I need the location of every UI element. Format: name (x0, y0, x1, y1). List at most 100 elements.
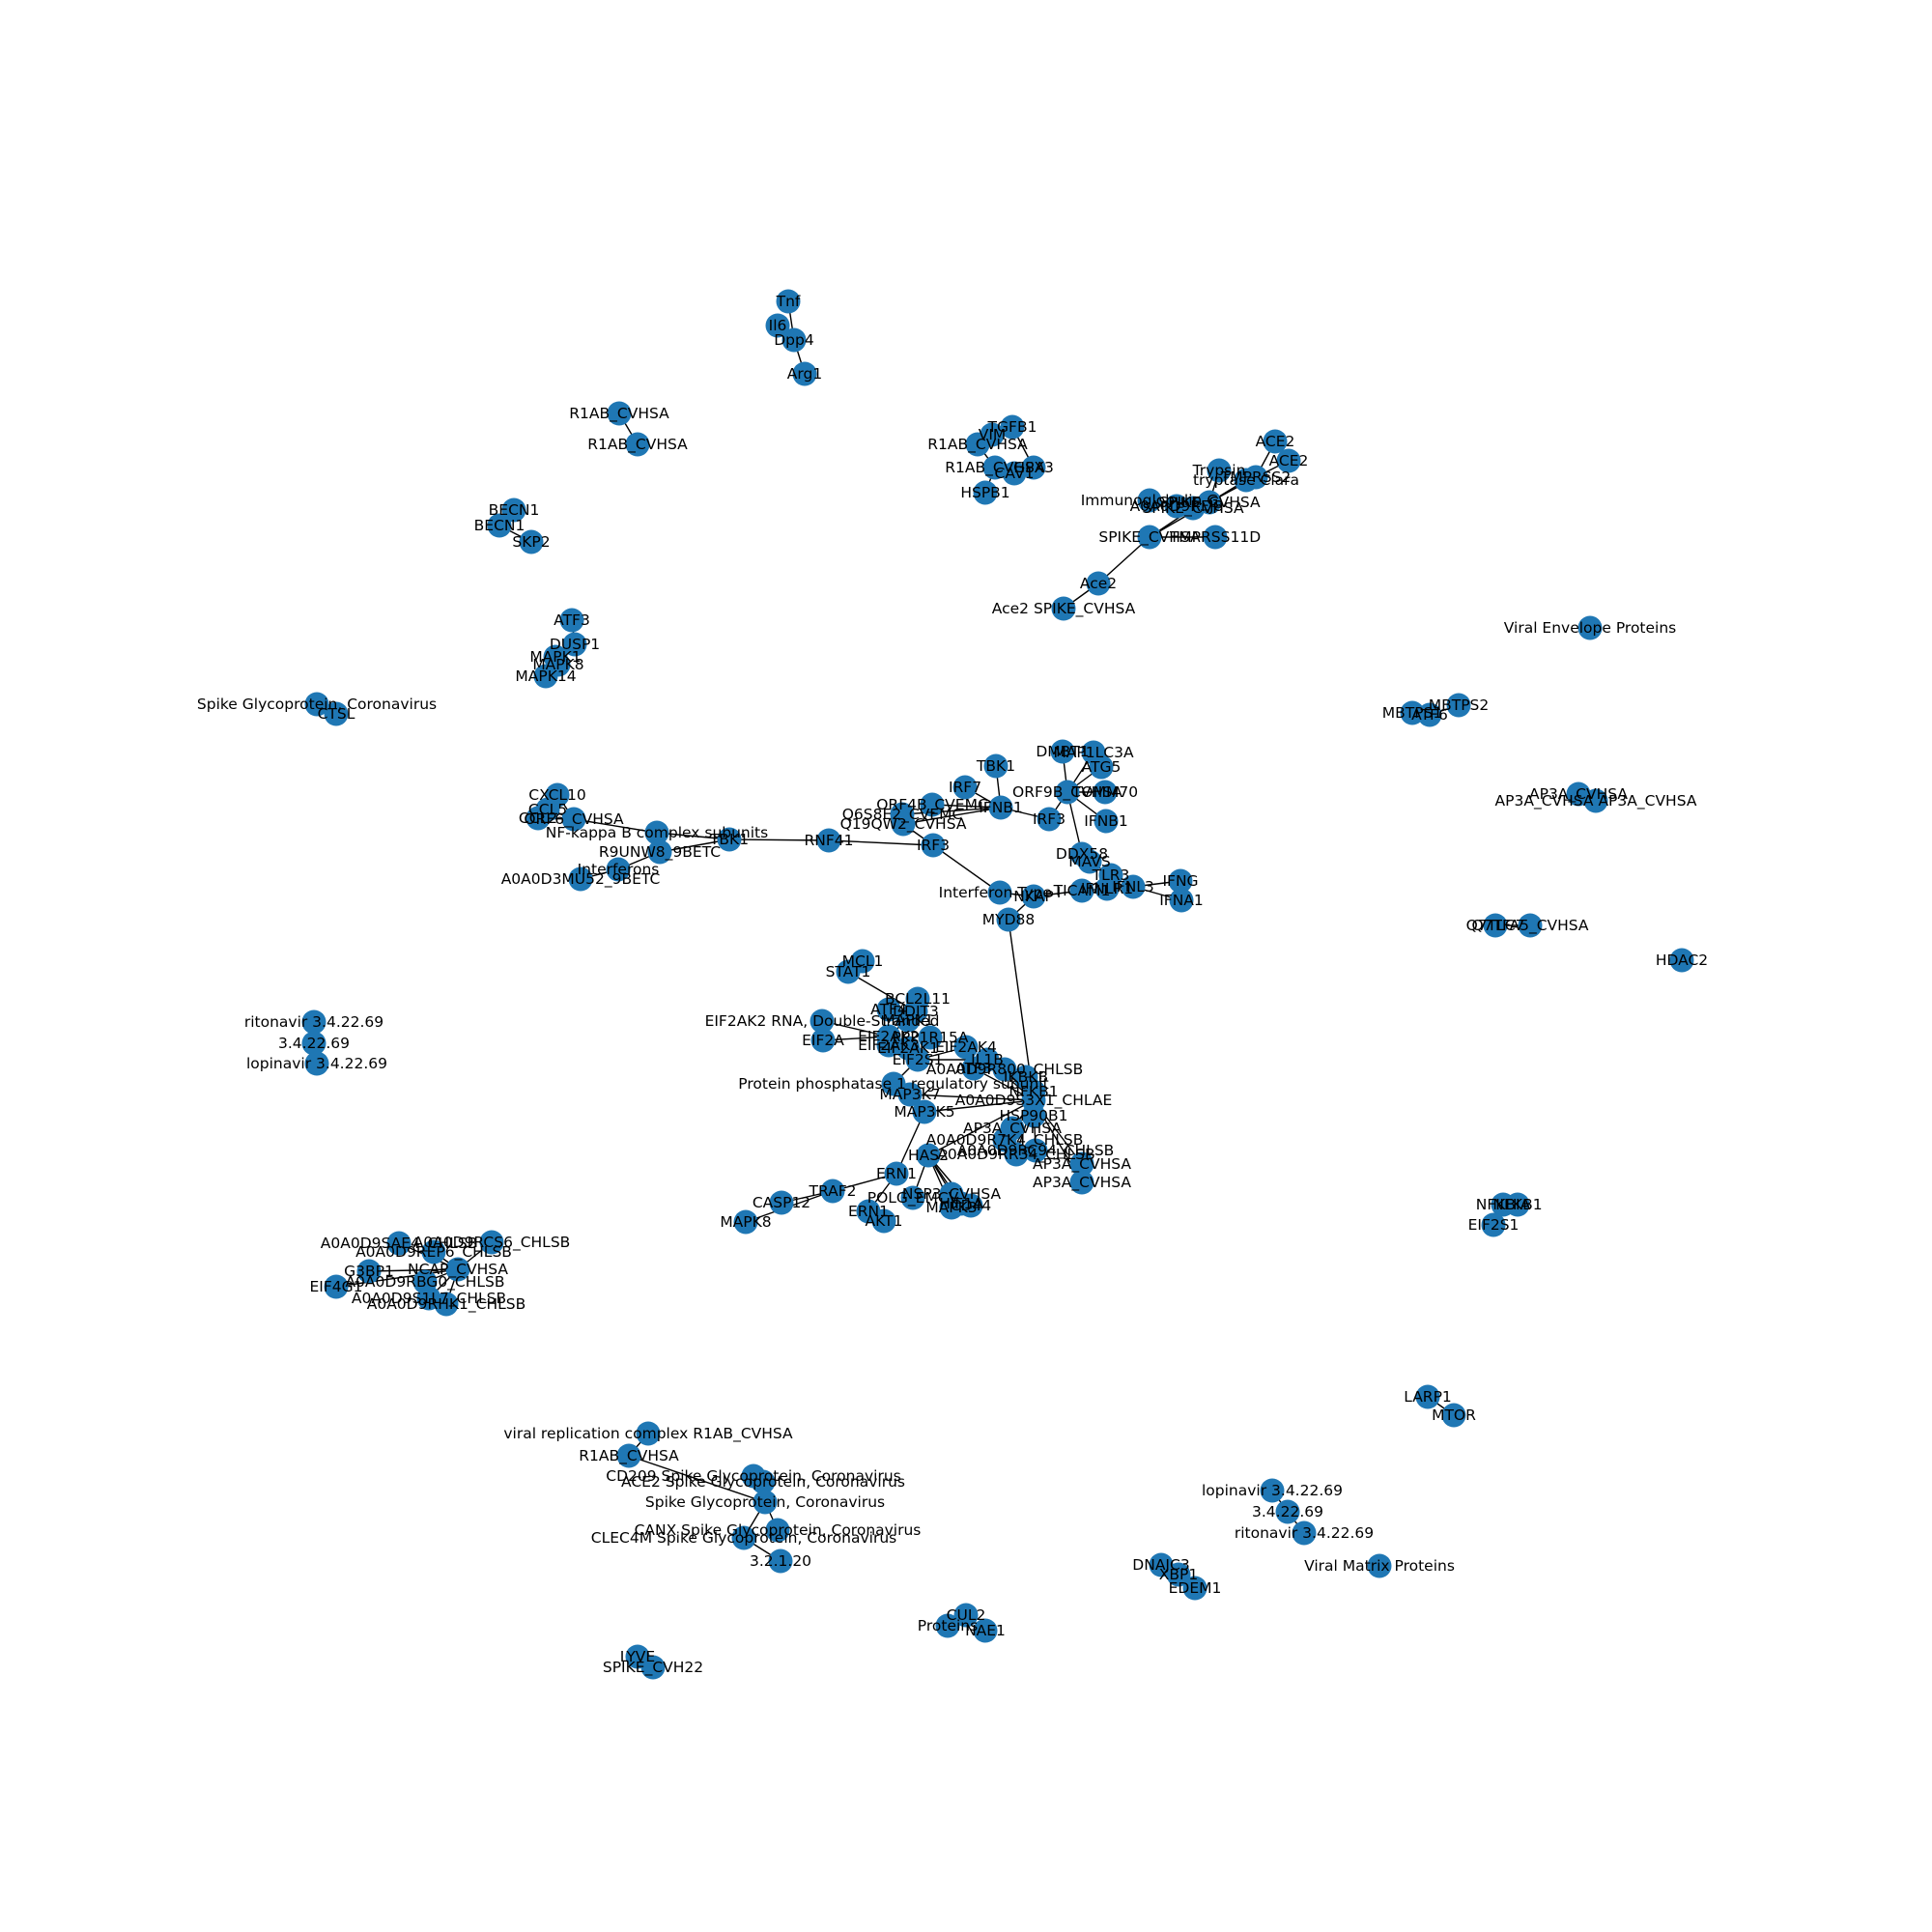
node-has2 (916, 1143, 941, 1168)
node-label-a0a0d9_c4: A0A0D9RR34_CHLSB (937, 1146, 1094, 1164)
node-chlsb_2 (479, 1230, 504, 1255)
node-label-rnf41: RNF41 (804, 832, 853, 849)
label-layer: TnfIl6Dpp4Arg1R1AB_CVHSAR1AB_CVHSABECN1B… (197, 293, 1708, 1677)
node-ap3a_2 (1583, 788, 1608, 813)
node-label-hdac2: HDAC2 (1656, 952, 1708, 969)
node-orf4b (920, 792, 945, 817)
node-r1ab_c (982, 455, 1008, 480)
node-label-chlsb_3: A0A0D9REP6_CHLSB (355, 1243, 512, 1262)
node-spike_cvhsa3 (1137, 525, 1162, 550)
node-interferons (606, 857, 631, 882)
node-r1ab_d (616, 1443, 641, 1468)
node-cul2 (953, 1603, 979, 1628)
node-label-ifnl3: IFNL3 (1112, 878, 1154, 895)
node-label-mcl1: MCL1 (842, 952, 884, 970)
node-eif4g1 (324, 1274, 349, 1299)
node-map3k7 (897, 1082, 923, 1107)
node-mbtps1 (1400, 700, 1425, 725)
node-larp1 (1415, 1384, 1440, 1409)
node-label-trypsin: Trypsin (1192, 462, 1246, 479)
node-label-mbtps1: MBTPS1 (1382, 704, 1443, 722)
node-label-hif1a: HIF1A (939, 1195, 983, 1212)
node-label-q7tfa5: Q7TFA5_CVHSA (1471, 917, 1588, 935)
node-label-larp1: LARP1 (1404, 1388, 1452, 1406)
node-r9unw8 (647, 839, 672, 865)
node-label-map3k5: MAP3K5 (894, 1103, 954, 1121)
node-label-r1ab_b: R1AB_CVHSA (927, 436, 1028, 454)
edge-stat1-ddit3 (847, 971, 917, 1012)
node-tryptase (1234, 468, 1259, 493)
node-label-map3k7: MAP3K7 (879, 1086, 940, 1103)
node-ec1 (301, 1031, 327, 1056)
node-ace2_m (1086, 571, 1111, 596)
node-ifnb1b (988, 795, 1013, 820)
node-proteins (935, 1613, 960, 1638)
node-label-skp2: SKP2 (512, 533, 550, 551)
node-label-myd88: MYD88 (982, 911, 1036, 928)
node-spike_cvh22 (640, 1655, 666, 1680)
node-label-ace2_spike: Ace2 SPIKE_CVHSA (992, 600, 1136, 618)
node-label-dmbt1: DMBT1 (1036, 743, 1089, 760)
node-viral_env (1577, 615, 1603, 640)
node-lopinavir2 (1260, 1478, 1285, 1503)
node-atf3b (961, 1056, 986, 1081)
node-label-il6: Il6 (769, 317, 787, 334)
node-r1ab_b (965, 432, 990, 457)
node-label-ritonavir1: ritonavir 3.4.22.69 (244, 1013, 384, 1031)
node-label-irf3b: IRF3 (1033, 810, 1065, 828)
node-irf3a (921, 833, 946, 858)
node-label-atg5: ATG5 (1082, 758, 1122, 776)
node-lopinavir1 (304, 1051, 329, 1076)
node-label-cul2: CUL2 (947, 1606, 986, 1624)
node-immuno (1137, 488, 1162, 513)
node-tgfb1 (1000, 414, 1025, 440)
node-label-proteins: Proteins (918, 1617, 978, 1634)
node-label-pp_sub: Protein phosphatase 1 regulatory subunit (738, 1075, 1048, 1093)
node-label-stat1: STAT1 (826, 963, 871, 980)
node-eif2s1b (1481, 1212, 1506, 1237)
node-label-orf6: ORF6_CVHSA (524, 810, 624, 829)
node-eif2a (810, 1028, 836, 1053)
node-sg (753, 1490, 778, 1515)
edge-g3bp1-ncap (368, 1268, 459, 1272)
node-label-vim: VIM (979, 426, 1007, 443)
node-label-edem1: EDEM1 (1169, 1579, 1222, 1597)
edge-has2-chlae (927, 1099, 1035, 1156)
node-label-tmprss2: TMPRSS2 (1220, 469, 1292, 486)
node-ifng (1168, 868, 1193, 894)
node-label-lopinavir2: lopinavir 3.4.22.69 (1202, 1482, 1343, 1499)
node-label-ace2_sg: ACE2 Spike Glycoprotein, Coronavirus (621, 1473, 905, 1491)
node-label-ctsl_sg: Spike Glycoprotein, Coronavirus (197, 696, 437, 713)
node-label-spike_cvhsa1: SPIKE_CVHSA (1158, 494, 1261, 512)
node-a0a0d3 (568, 867, 593, 892)
node-label-eif2s1b: EIF2S1 (1468, 1216, 1520, 1234)
node-label-il1b: IL1B (971, 1051, 1004, 1068)
node-eif2s1 (905, 1047, 930, 1072)
node-label-cd44: CD44 (951, 1197, 991, 1214)
node-label-atf4: ATF4 (870, 1001, 907, 1018)
node-label-akt1: AKT1 (866, 1212, 903, 1230)
node-irf7 (952, 775, 978, 800)
node-ec2 (1275, 1499, 1300, 1524)
node-label-ccl5: CCL5 (528, 801, 567, 818)
node-label-tmprss11d: TMPRSS11D (1169, 528, 1261, 546)
edge-r1ab_d-sg (628, 1455, 766, 1503)
node-label-ec3: 3.2.1.20 (750, 1552, 811, 1570)
node-label-mbtps2: MBTPS2 (1429, 696, 1490, 714)
node-label-q6s8e2: Q6S8E2_CVEMC (842, 806, 963, 824)
node-label-mapk8b: MAPK8 (720, 1213, 771, 1231)
node-skp2 (519, 529, 544, 554)
edge-irf3a-ifn_type1 (932, 844, 1001, 894)
node-traf2 (820, 1179, 845, 1204)
node-stat1 (836, 959, 861, 984)
node-label-has2: HAS2 (908, 1147, 949, 1164)
edge-q19qw2-ifnb1b (902, 807, 1002, 825)
node-mapk3 (939, 1195, 964, 1220)
node-mapk8b (733, 1209, 758, 1235)
node-label-ap3a_5: AP3A_CVHSA (1033, 1174, 1131, 1192)
node-label-mapk8a: MAPK8 (532, 656, 583, 673)
node-label-dpp4: Dpp4 (774, 331, 813, 349)
node-label-ap3a_3: AP3A_CVHSA (963, 1120, 1062, 1138)
node-label-ncap: NCAP_CVHSA (408, 1261, 508, 1279)
node-label-dusp1: DUSP1 (550, 636, 600, 653)
